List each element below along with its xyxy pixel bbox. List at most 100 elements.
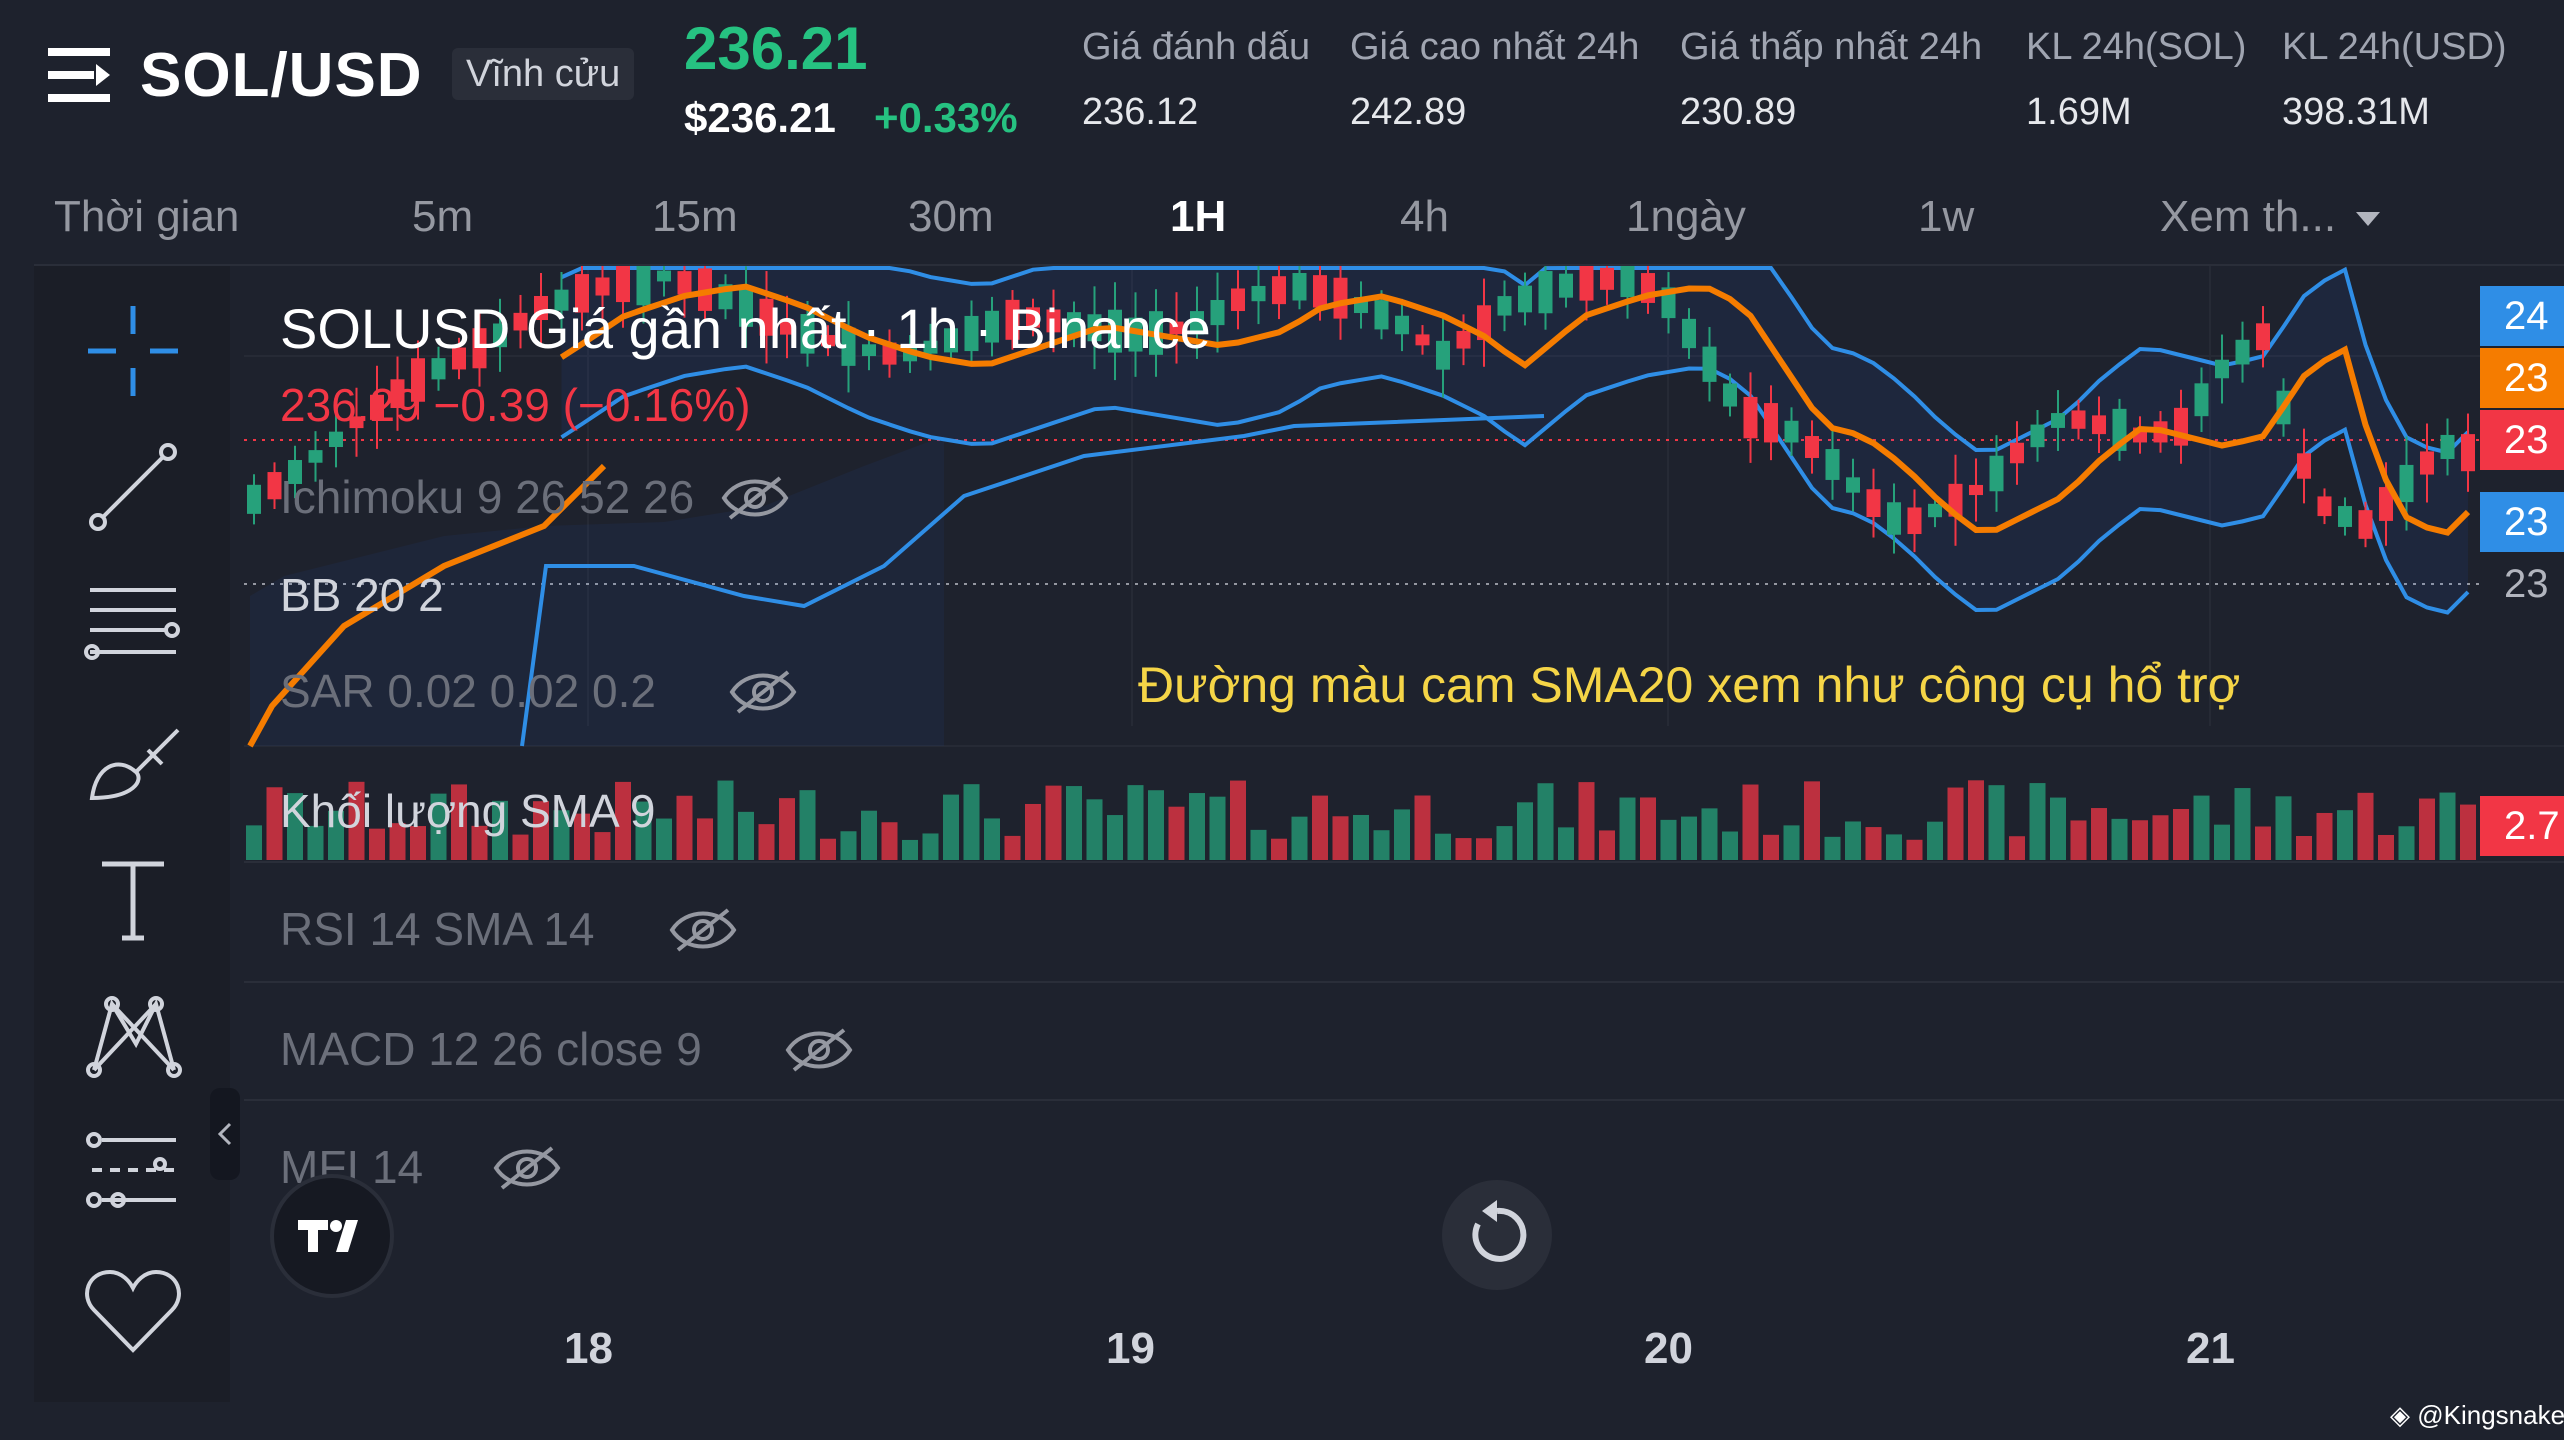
eye-hidden-icon[interactable] — [668, 904, 738, 956]
candle-body — [923, 340, 938, 354]
candle-body — [1190, 311, 1204, 335]
candle-body — [636, 266, 651, 306]
crosshair-icon[interactable] — [78, 296, 188, 406]
candle-body — [595, 277, 610, 296]
symbol-title[interactable]: SOL/USD — [140, 41, 423, 110]
volume-bar — [1025, 803, 1041, 860]
sma20-line — [559, 283, 2471, 536]
tab-4h[interactable]: 4h — [1400, 192, 1449, 241]
candle-body — [1046, 309, 1061, 333]
volume-bar — [1947, 787, 1964, 860]
volume-bar — [2173, 809, 2189, 860]
volume-bar — [1640, 797, 1656, 860]
candle-body — [1764, 403, 1778, 443]
volume-bar — [1865, 827, 1882, 860]
eye-hidden-icon[interactable] — [784, 1024, 854, 1076]
volume-bar — [451, 784, 467, 860]
volume-bar — [1107, 815, 1123, 860]
volume-bar — [2050, 797, 2066, 860]
indicator-bb[interactable]: BB 20 2 — [280, 569, 444, 621]
volume-bar — [2439, 792, 2456, 860]
eye-hidden-icon[interactable] — [492, 1142, 562, 1194]
candle-body — [1374, 300, 1389, 330]
menu-icon[interactable] — [48, 44, 110, 106]
candle-body — [1272, 276, 1286, 305]
indicator-volume[interactable]: Khối lượng SMA 9 — [280, 785, 656, 837]
tab-1d[interactable]: 1ngày — [1626, 192, 1746, 241]
tradingview-logo-icon — [298, 1220, 358, 1252]
tab-time[interactable]: Thời gian — [54, 192, 240, 241]
volume-bar — [1660, 819, 1677, 860]
trend-line-icon[interactable] — [78, 432, 188, 542]
favorites-heart-icon[interactable] — [78, 1256, 188, 1366]
indicator-ichimoku[interactable]: Ichimoku 9 26 52 26 — [280, 471, 695, 523]
chart-legend-title[interactable]: SOLUSD Giá gần nhất · 1h · Binance — [280, 297, 1211, 360]
collapse-toolbar-button[interactable] — [210, 1088, 240, 1180]
eye-hidden-icon[interactable] — [728, 666, 798, 718]
candle-body — [390, 379, 405, 409]
ichimoku-cloud — [250, 436, 944, 746]
bollinger-band-fill — [561, 268, 2468, 613]
candle-body — [1538, 271, 1553, 314]
candle-body — [985, 310, 999, 343]
volume-bar — [2111, 818, 2128, 860]
tab-30m[interactable]: 30m — [908, 192, 994, 241]
indicator-macd[interactable]: MACD 12 26 close 9 — [280, 1023, 702, 1075]
indicator-rsi[interactable]: RSI 14 SMA 14 — [280, 903, 595, 955]
volume-bar — [2029, 783, 2046, 860]
candle-body — [1928, 503, 1942, 518]
candle-body — [1026, 307, 1040, 328]
volume-bar — [1681, 816, 1697, 860]
volume-bar — [594, 832, 611, 860]
bollinger-lower-line — [560, 364, 2470, 615]
volume-bar — [738, 811, 754, 860]
volume-bar — [266, 787, 283, 860]
candle-body — [2317, 496, 2332, 517]
tab-1w[interactable]: 1w — [1918, 192, 1975, 241]
tab-5m[interactable]: 5m — [412, 192, 474, 241]
candle-body — [2030, 424, 2045, 448]
pattern-icon[interactable] — [78, 980, 188, 1090]
horizontal-lines-icon[interactable] — [78, 568, 188, 678]
tab-15m[interactable]: 15m — [652, 192, 738, 241]
tab-more[interactable]: Xem th... — [2160, 192, 2381, 242]
volume-bar — [348, 781, 365, 860]
volume-bar — [1927, 821, 1943, 860]
price-usd: $236.21 — [684, 94, 836, 141]
tab-1h[interactable]: 1H — [1170, 192, 1227, 241]
chevron-left-icon — [217, 1122, 232, 1146]
candle-body — [1169, 321, 1184, 335]
candle-body — [677, 271, 692, 295]
indicator-sar[interactable]: SAR 0.02 0.02 0.2 — [280, 665, 656, 717]
candle-body — [944, 328, 958, 353]
stat-label: KL 24h(SOL) — [2026, 26, 2247, 68]
volume-bar — [2132, 820, 2148, 860]
candle-body — [1723, 383, 1737, 407]
reset-chart-button[interactable] — [1442, 1180, 1552, 1290]
reset-icon — [1472, 1200, 1527, 1262]
text-icon[interactable] — [78, 844, 188, 954]
volume-bar — [574, 813, 590, 860]
chart-area[interactable]: SOLUSD Giá gần nhất · 1h · Binance 236.2… — [244, 266, 2564, 1373]
candle-body — [1600, 267, 1614, 290]
candle-body — [493, 323, 507, 348]
tradingview-logo[interactable] — [270, 1174, 394, 1298]
volume-bar — [287, 793, 303, 860]
volume-bar — [1414, 795, 1431, 860]
eye-hidden-icon[interactable] — [720, 472, 790, 524]
candle-body — [1436, 340, 1450, 370]
stat-label: Giá đánh dấu — [1082, 26, 1311, 68]
candle-body — [2440, 434, 2455, 460]
volume-bar — [2009, 836, 2025, 860]
candle-body — [554, 289, 569, 311]
candle-body — [657, 270, 671, 282]
candle-body — [1231, 288, 1245, 312]
volume-bar — [1066, 786, 1082, 860]
brush-icon[interactable] — [78, 706, 188, 816]
volume-bar — [1558, 827, 1574, 860]
stat-value: 242.89 — [1350, 91, 1467, 133]
prediction-icon[interactable] — [78, 1118, 188, 1228]
stat-value: 236.12 — [1082, 91, 1199, 133]
candle-body — [800, 314, 815, 354]
candlestick-chart — [244, 266, 2564, 1101]
